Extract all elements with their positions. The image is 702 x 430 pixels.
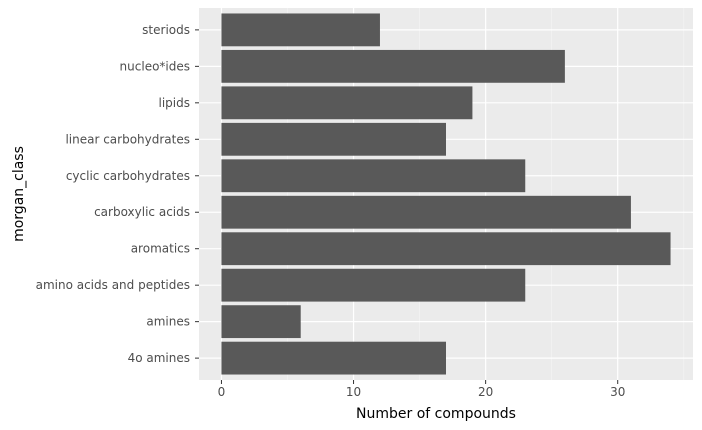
x-axis: 0 10 20 30: [218, 380, 625, 399]
bar: [221, 122, 446, 156]
x-axis-title: Number of compounds: [356, 406, 516, 422]
y-tick-label: nucleo*ides: [120, 59, 190, 73]
y-tick-label: amines: [146, 315, 190, 329]
bar: [221, 305, 301, 339]
y-tick-label: lipids: [159, 96, 191, 110]
bar: [221, 195, 631, 229]
y-axis: 4o amines amines amino acids and peptides a…: [36, 23, 199, 365]
y-tick-label: steriods: [142, 23, 190, 37]
y-axis-title: morgan_class: [11, 146, 27, 242]
bar: [221, 341, 446, 375]
bar: [221, 159, 526, 193]
y-tick-label: 4o amines: [128, 351, 190, 365]
bar: [221, 13, 380, 47]
x-tick-label: 30: [610, 385, 625, 399]
bar: [221, 268, 526, 302]
y-tick-label: carboxylic acids: [94, 205, 190, 219]
bar: [221, 232, 671, 266]
x-tick-label: 10: [346, 385, 361, 399]
y-tick-label: linear carbohydrates: [65, 132, 190, 146]
y-tick-label: aromatics: [131, 242, 190, 256]
bar: [221, 49, 565, 83]
bar: [221, 86, 473, 120]
x-tick-label: 0: [218, 385, 226, 399]
y-tick-label: cyclic carbohydrates: [66, 169, 190, 183]
x-tick-label: 20: [478, 385, 493, 399]
bars: [221, 13, 671, 375]
y-tick-label: amino acids and peptides: [36, 278, 190, 292]
